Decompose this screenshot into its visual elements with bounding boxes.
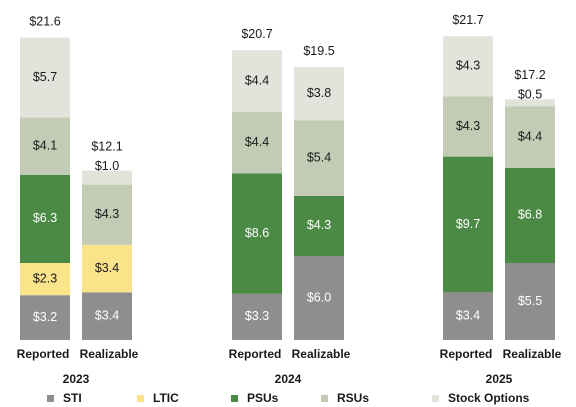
legend: STI LTIC PSUs RSUs Stock Options (47, 391, 530, 405)
bar-2024-reported-rsus-value-label: $4.4 (245, 135, 269, 149)
bar-2023-realizable-category-label: Realizable (80, 347, 139, 361)
bar-2025-reported-stock-options-value-label: $4.3 (456, 59, 480, 73)
legend-label-psus: PSUs (247, 391, 279, 405)
bar-2024-realizable-sti-value-label: $6.0 (307, 290, 331, 304)
bar-2024-realizable-psus-value-label: $4.3 (307, 218, 331, 232)
bar-2023-reported-sti-segment (20, 295, 70, 340)
bar-2023-reported-rsus-value-label: $4.1 (33, 138, 57, 152)
bar-2023-reported-stock-options-segment (20, 37, 70, 118)
bar-2024-realizable-category-label: Realizable (292, 347, 351, 361)
bar-2024-realizable-rsus-value-label: $5.4 (307, 150, 331, 164)
legend-swatch-psus (231, 395, 238, 402)
bar-2025-reported-sti-segment (443, 292, 493, 340)
legend-swatch-sti (47, 395, 54, 402)
bar-2025-realizable-sti-segment (505, 263, 555, 340)
bar-2025-realizable-stock-options-segment (505, 99, 555, 107)
bar-2024-realizable-stock-options-value-label: $3.8 (307, 86, 331, 100)
bar-2024-reported-sti-segment (232, 293, 282, 340)
bar-2024-reported-psus-value-label: $8.6 (245, 226, 269, 240)
bar-2025-realizable-psus-segment (505, 167, 555, 263)
bar-2025-reported-stock-options-segment (443, 36, 493, 97)
bar-2024-realizable-total-label: $19.5 (303, 44, 334, 58)
year-label-2024: 2024 (275, 372, 302, 386)
bar-2023-reported-ltic-value-label: $2.3 (33, 271, 57, 285)
bar-2024-realizable-rsus-segment (294, 120, 344, 196)
bar-2024-reported-psus-segment (232, 173, 282, 294)
bar-2025-reported-category-label: Reported (440, 347, 493, 361)
bar-2023-reported-ltic-segment (20, 263, 70, 296)
bar-2025-reported-sti-value-label: $3.4 (456, 308, 480, 322)
bar-2023-realizable-stock-options-value-label: $1.0 (95, 159, 119, 173)
bar-2023-realizable-rsus-value-label: $4.3 (95, 207, 119, 221)
legend-label-sti: STI (63, 391, 82, 405)
bar-2024-reported-sti-value-label: $3.3 (245, 309, 269, 323)
legend-label-ltic: LTIC (153, 391, 179, 405)
legend-swatch-stock-options (432, 395, 439, 402)
bar-2025-reported-psus-value-label: $9.7 (456, 217, 480, 231)
legend-label-stock-options: Stock Options (448, 391, 530, 405)
bar-2024-realizable-stock-options-segment (294, 67, 344, 121)
bar-2023-reported-category-label: Reported (17, 347, 70, 361)
bar-2025-realizable-rsus-value-label: $4.4 (518, 129, 542, 143)
bar-2023-reported-psus-segment (20, 174, 70, 263)
bar-2025-realizable-psus-value-label: $6.8 (518, 208, 542, 222)
bar-2023-reported-rsus-segment (20, 117, 70, 175)
bar-2024-realizable-psus-segment (294, 195, 344, 256)
bar-2023-realizable-rsus-segment (82, 184, 132, 245)
legend-label-rsus: RSUs (337, 391, 369, 405)
bar-2024-reported-total-label: $20.7 (241, 27, 272, 41)
bar-2023-realizable-sti-value-label: $3.4 (95, 308, 119, 322)
bar-2025-reported-rsus-value-label: $4.3 (456, 119, 480, 133)
bar-2025-reported-total-label: $21.7 (452, 13, 483, 27)
bar-2025-reported-rsus-segment (443, 96, 493, 157)
year-label-2025: 2025 (486, 372, 513, 386)
bar-2024-reported-stock-options-segment (232, 50, 282, 112)
bar-2024-reported-stock-options-value-label: $4.4 (245, 73, 269, 87)
bar-2025-realizable-total-label: $17.2 (514, 68, 545, 82)
bar-2025-realizable-sti-value-label: $5.5 (518, 294, 542, 308)
bar-2024-realizable-sti-segment (294, 256, 344, 340)
bar-2023-reported-sti-value-label: $3.2 (33, 310, 57, 324)
bar-2023-realizable-sti-segment (82, 292, 132, 340)
bar-2023-reported-total-label: $21.6 (29, 15, 60, 29)
bar-2025-realizable-rsus-segment (505, 106, 555, 168)
group-2023: $3.2 $2.3 $6.3 $4.1 $5.7 $21.6 Reported $3.4 $3.… (17, 15, 139, 386)
year-label-2023: 2023 (63, 372, 90, 386)
bar-2023-realizable-ltic-segment (82, 244, 132, 293)
legend-swatch-ltic (137, 395, 144, 402)
group-2024: $3.3 $8.6 $4.4 $4.4 $20.7 Reported $6.0 $4.3 $5.… (229, 27, 351, 386)
bar-2023-realizable-stock-options-segment (82, 170, 132, 185)
bar-2023-realizable-ltic-value-label: $3.4 (95, 261, 119, 275)
bar-2024-reported-category-label: Reported (229, 347, 282, 361)
bar-2023-reported-stock-options-value-label: $5.7 (33, 70, 57, 84)
bar-2025-realizable-stock-options-value-label: $0.5 (518, 87, 542, 101)
bar-2023-realizable-total-label: $12.1 (91, 140, 122, 154)
bar-2025-realizable-category-label: Realizable (503, 347, 562, 361)
bar-2023-reported-psus-value-label: $6.3 (33, 211, 57, 225)
bar-2025-reported-psus-segment (443, 156, 493, 293)
group-2025: $3.4 $9.7 $4.3 $4.3 $21.7 Reported $5.5 $6.8 $4.… (440, 13, 562, 386)
legend-swatch-rsus (321, 395, 328, 402)
bar-2024-reported-rsus-segment (232, 111, 282, 174)
